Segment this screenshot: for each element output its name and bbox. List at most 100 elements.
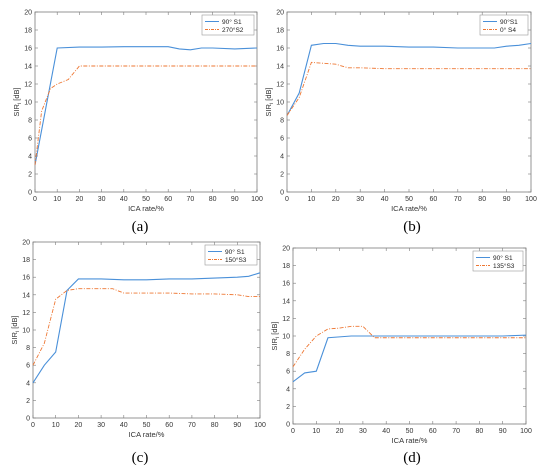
y-tick-label: 0 [28, 190, 32, 197]
y-axis-label: SIRi [dB] [12, 87, 23, 116]
y-axis-label: SIRi [dB] [10, 315, 21, 344]
x-tick-label: 80 [211, 422, 219, 429]
series-line-2 [286, 61, 531, 116]
y-tick-label: 2 [286, 404, 290, 411]
x-tick-label: 30 [98, 196, 106, 203]
x-tick-label: 10 [52, 422, 60, 429]
y-tick-label: 14 [276, 64, 284, 71]
x-tick-label: 60 [430, 196, 438, 203]
x-tick-label: 40 [382, 428, 390, 435]
x-tick-label: 20 [332, 196, 340, 203]
y-tick-label: 14 [282, 298, 290, 305]
y-tick-label: 8 [286, 351, 290, 358]
y-tick-label: 4 [28, 154, 32, 161]
x-tick-label: 40 [381, 196, 389, 203]
y-tick-label: 6 [28, 136, 32, 143]
y-tick-label: 12 [282, 316, 290, 323]
legend-label: 90°S1 [500, 18, 518, 26]
x-axis-label: ICA rate/% [392, 436, 428, 445]
series-line-2 [292, 325, 526, 368]
x-tick-label: 90 [499, 428, 507, 435]
y-tick-label: 20 [282, 246, 290, 253]
x-axis-label: ICA rate/% [129, 430, 165, 439]
x-axis-label: ICA rate/% [391, 204, 427, 213]
legend-label: 0° S4 [500, 26, 516, 34]
y-tick-label: 4 [26, 380, 30, 387]
y-tick-label: 6 [286, 369, 290, 376]
x-tick-label: 50 [405, 196, 413, 203]
y-axis-label: SIRi [dB] [264, 87, 275, 116]
x-tick-label: 30 [356, 196, 364, 203]
y-tick-label: 10 [282, 334, 290, 341]
y-tick-label: 2 [26, 398, 30, 405]
plot-frame [286, 11, 532, 193]
x-tick-label: 80 [476, 428, 484, 435]
y-tick-label: 0 [286, 422, 290, 429]
x-tick-label: 70 [188, 422, 196, 429]
x-tick-label: 100 [254, 422, 266, 429]
y-axis-label: SIRi [dB] [270, 321, 281, 350]
y-tick-label: 18 [276, 28, 284, 35]
x-tick-label: 10 [312, 428, 320, 435]
y-tick-label: 2 [28, 172, 32, 179]
legend-label: 135°S3 [493, 262, 515, 270]
plot-frame [34, 11, 258, 193]
series-line-1 [286, 42, 532, 116]
y-tick-label: 12 [22, 310, 30, 317]
x-tick-label: 60 [164, 196, 172, 203]
x-tick-label: 20 [75, 422, 83, 429]
y-tick-label: 6 [26, 363, 30, 370]
x-tick-label: 20 [336, 428, 344, 435]
x-tick-label: 100 [251, 196, 263, 203]
y-tick-label: 18 [24, 28, 32, 35]
x-tick-label: 100 [525, 196, 537, 203]
y-tick-label: 16 [282, 281, 290, 288]
y-tick-label: 0 [280, 190, 284, 197]
y-tick-label: 16 [22, 275, 30, 282]
x-tick-label: 0 [285, 196, 289, 203]
y-tick-label: 8 [280, 118, 284, 125]
y-tick-label: 0 [26, 416, 30, 423]
x-tick-label: 0 [291, 428, 295, 435]
x-tick-label: 100 [520, 428, 532, 435]
y-tick-label: 20 [22, 240, 30, 247]
chart-d: 0 2 4 6 8 10 12 14 16 18 20 0 10 20 30 40 50 60 70 80 90 100 I… [270, 246, 532, 467]
legend-label: 90° S1 [222, 18, 242, 26]
x-tick-label: 90 [503, 196, 511, 203]
series-line-2 [34, 65, 257, 166]
panel-caption: (d) [403, 450, 421, 466]
x-tick-label: 40 [120, 422, 128, 429]
y-tick-label: 8 [28, 118, 32, 125]
plot-frame [32, 241, 261, 419]
y-tick-label: 16 [24, 46, 32, 53]
x-tick-label: 30 [97, 422, 105, 429]
chart-c: 0 2 4 6 8 10 12 14 16 18 20 0 10 20 30 40 50 60 70 80 90 100 I… [10, 240, 266, 467]
y-tick-label: 20 [276, 10, 284, 17]
y-tick-label: 4 [286, 386, 290, 393]
x-tick-label: 50 [142, 196, 150, 203]
y-tick-label: 12 [24, 82, 32, 89]
x-axis-label: ICA rate/% [128, 204, 164, 213]
x-tick-label: 70 [452, 428, 460, 435]
y-tick-label: 8 [26, 345, 30, 352]
y-tick-label: 10 [276, 100, 284, 107]
legend-label: 90° S1 [225, 248, 245, 256]
series-line-1 [32, 272, 261, 384]
x-tick-label: 90 [231, 196, 239, 203]
x-tick-label: 50 [143, 422, 151, 429]
x-tick-label: 80 [478, 196, 486, 203]
y-tick-label: 6 [280, 136, 284, 143]
x-tick-label: 10 [53, 196, 61, 203]
legend-label: 150°S3 [225, 256, 247, 264]
series-line-1 [292, 334, 527, 383]
y-tick-label: 16 [276, 46, 284, 53]
x-tick-label: 20 [76, 196, 84, 203]
y-tick-label: 4 [280, 154, 284, 161]
x-tick-label: 60 [165, 422, 173, 429]
x-tick-label: 50 [406, 428, 414, 435]
y-tick-label: 14 [24, 64, 32, 71]
chart-b: 0 2 4 6 8 10 12 14 16 18 20 0 10 20 30 40 50 60 70 80 90 100 I… [264, 10, 537, 236]
panel-caption: (c) [132, 450, 149, 466]
y-tick-label: 12 [276, 82, 284, 89]
y-tick-label: 2 [280, 172, 284, 179]
